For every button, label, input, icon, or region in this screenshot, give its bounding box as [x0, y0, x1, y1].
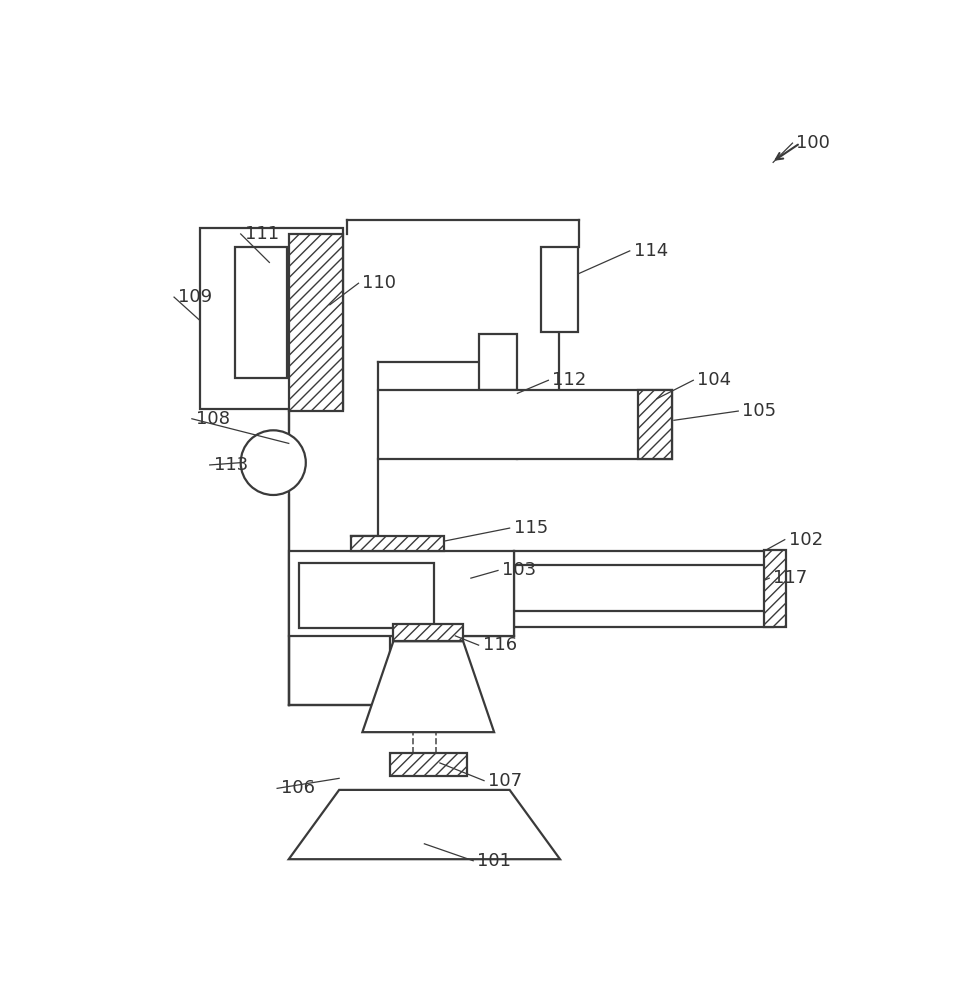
Text: 100: 100: [796, 134, 830, 152]
Bar: [289, 234, 343, 411]
Text: 114: 114: [634, 242, 668, 260]
Bar: [764, 550, 786, 627]
Polygon shape: [362, 641, 494, 732]
Text: 107: 107: [488, 772, 522, 790]
Bar: [289, 234, 343, 411]
Bar: [479, 334, 518, 389]
Bar: [351, 536, 444, 551]
Text: 116: 116: [483, 636, 517, 654]
Text: 101: 101: [477, 852, 511, 870]
Text: 111: 111: [244, 225, 278, 243]
Bar: [234, 247, 287, 378]
Text: 117: 117: [773, 569, 807, 587]
Circle shape: [240, 430, 306, 495]
Text: 115: 115: [514, 519, 548, 537]
Text: 104: 104: [698, 371, 732, 389]
Text: 112: 112: [552, 371, 586, 389]
Text: 113: 113: [214, 456, 248, 474]
Bar: [540, 247, 577, 332]
Text: 110: 110: [362, 274, 397, 292]
Bar: [638, 390, 672, 459]
Bar: [199, 228, 343, 409]
Bar: [299, 563, 435, 628]
Text: 109: 109: [178, 288, 212, 306]
Text: 108: 108: [195, 410, 230, 428]
Text: 103: 103: [502, 561, 536, 579]
Bar: [390, 753, 467, 776]
Text: 102: 102: [788, 531, 823, 549]
Bar: [289, 551, 514, 636]
Bar: [394, 624, 463, 641]
Text: 106: 106: [281, 779, 315, 797]
Bar: [390, 753, 467, 776]
Bar: [638, 390, 672, 459]
Bar: [394, 624, 463, 641]
Bar: [351, 536, 444, 551]
Bar: [764, 550, 786, 627]
Polygon shape: [289, 790, 560, 859]
Bar: [378, 390, 672, 459]
Text: 105: 105: [743, 402, 777, 420]
